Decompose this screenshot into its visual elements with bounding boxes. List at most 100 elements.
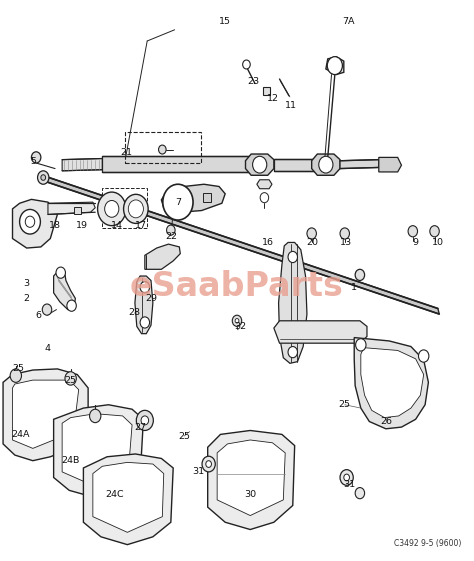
- Text: 24A: 24A: [11, 430, 30, 439]
- Polygon shape: [274, 159, 322, 171]
- Circle shape: [206, 461, 211, 467]
- Text: 30: 30: [244, 490, 256, 499]
- Circle shape: [288, 251, 298, 263]
- Text: 6: 6: [36, 311, 42, 320]
- Circle shape: [124, 194, 148, 223]
- Polygon shape: [48, 202, 95, 214]
- Circle shape: [232, 315, 242, 327]
- Circle shape: [355, 269, 365, 280]
- Text: 25: 25: [339, 400, 351, 409]
- Circle shape: [202, 456, 215, 472]
- Polygon shape: [62, 413, 132, 486]
- Text: 25: 25: [13, 365, 25, 374]
- Text: C3492 9-5 (9600): C3492 9-5 (9600): [394, 539, 462, 548]
- Polygon shape: [340, 160, 379, 168]
- Circle shape: [98, 192, 126, 226]
- Circle shape: [141, 416, 149, 425]
- Text: 31: 31: [192, 467, 204, 476]
- Circle shape: [419, 350, 429, 362]
- Polygon shape: [62, 159, 102, 171]
- Text: 19: 19: [76, 221, 88, 230]
- Polygon shape: [326, 57, 344, 75]
- Circle shape: [340, 470, 353, 485]
- Text: 15: 15: [219, 17, 231, 26]
- Circle shape: [31, 152, 41, 163]
- Text: 4: 4: [45, 344, 51, 353]
- Text: 12: 12: [266, 94, 278, 103]
- Polygon shape: [257, 180, 272, 188]
- Polygon shape: [354, 338, 428, 429]
- Circle shape: [90, 409, 101, 422]
- Text: 13: 13: [340, 238, 352, 247]
- Text: 21: 21: [120, 149, 132, 158]
- Text: 24B: 24B: [62, 456, 80, 465]
- Circle shape: [288, 347, 298, 358]
- Circle shape: [56, 267, 65, 278]
- Polygon shape: [379, 158, 401, 172]
- Polygon shape: [217, 440, 285, 516]
- Polygon shape: [145, 244, 180, 269]
- Circle shape: [42, 304, 52, 315]
- Text: eSaabParts: eSaabParts: [130, 270, 344, 302]
- Circle shape: [340, 228, 349, 239]
- Text: 9: 9: [413, 238, 419, 247]
- Circle shape: [243, 60, 250, 69]
- Text: 26: 26: [380, 417, 392, 426]
- Text: 11: 11: [285, 102, 297, 111]
- Polygon shape: [312, 154, 340, 175]
- Polygon shape: [135, 276, 153, 334]
- Text: 22: 22: [166, 232, 178, 241]
- Polygon shape: [279, 242, 307, 364]
- Polygon shape: [246, 154, 274, 175]
- Text: 32: 32: [235, 322, 247, 331]
- Text: 16: 16: [262, 238, 273, 247]
- Text: 25: 25: [178, 431, 190, 440]
- Text: 1: 1: [351, 283, 357, 292]
- Circle shape: [260, 192, 269, 203]
- Polygon shape: [208, 430, 295, 530]
- Polygon shape: [46, 176, 439, 314]
- Text: 20: 20: [307, 238, 319, 247]
- Text: 7: 7: [175, 197, 181, 206]
- Circle shape: [356, 339, 366, 351]
- Circle shape: [235, 319, 239, 323]
- Text: 23: 23: [247, 77, 260, 86]
- Circle shape: [137, 410, 154, 430]
- Circle shape: [319, 157, 333, 173]
- Bar: [125, 132, 201, 163]
- Text: 2: 2: [24, 294, 30, 303]
- Circle shape: [163, 184, 193, 220]
- Text: 31: 31: [344, 480, 356, 489]
- Circle shape: [25, 216, 35, 227]
- Polygon shape: [102, 157, 256, 172]
- Polygon shape: [161, 184, 225, 212]
- Text: 17: 17: [135, 221, 146, 230]
- Bar: [203, 193, 210, 202]
- Circle shape: [140, 317, 150, 328]
- Circle shape: [140, 282, 150, 293]
- Text: 24C: 24C: [106, 490, 124, 499]
- Circle shape: [10, 369, 21, 383]
- Circle shape: [128, 200, 144, 218]
- Circle shape: [19, 209, 40, 234]
- Text: 28: 28: [128, 309, 140, 318]
- Circle shape: [344, 474, 349, 481]
- Circle shape: [327, 57, 342, 75]
- Text: 10: 10: [432, 238, 444, 247]
- Text: 5: 5: [30, 158, 36, 167]
- Bar: [102, 187, 147, 228]
- Circle shape: [355, 488, 365, 499]
- Text: 27: 27: [134, 422, 146, 431]
- Circle shape: [307, 228, 317, 239]
- Polygon shape: [3, 369, 88, 461]
- Bar: [74, 206, 81, 214]
- Circle shape: [41, 174, 46, 180]
- Circle shape: [430, 226, 439, 237]
- Polygon shape: [12, 380, 79, 448]
- Text: 29: 29: [145, 294, 157, 303]
- Circle shape: [253, 157, 267, 173]
- Text: 14: 14: [110, 221, 122, 230]
- Polygon shape: [93, 462, 164, 532]
- Text: 25: 25: [64, 376, 77, 385]
- Polygon shape: [54, 269, 75, 310]
